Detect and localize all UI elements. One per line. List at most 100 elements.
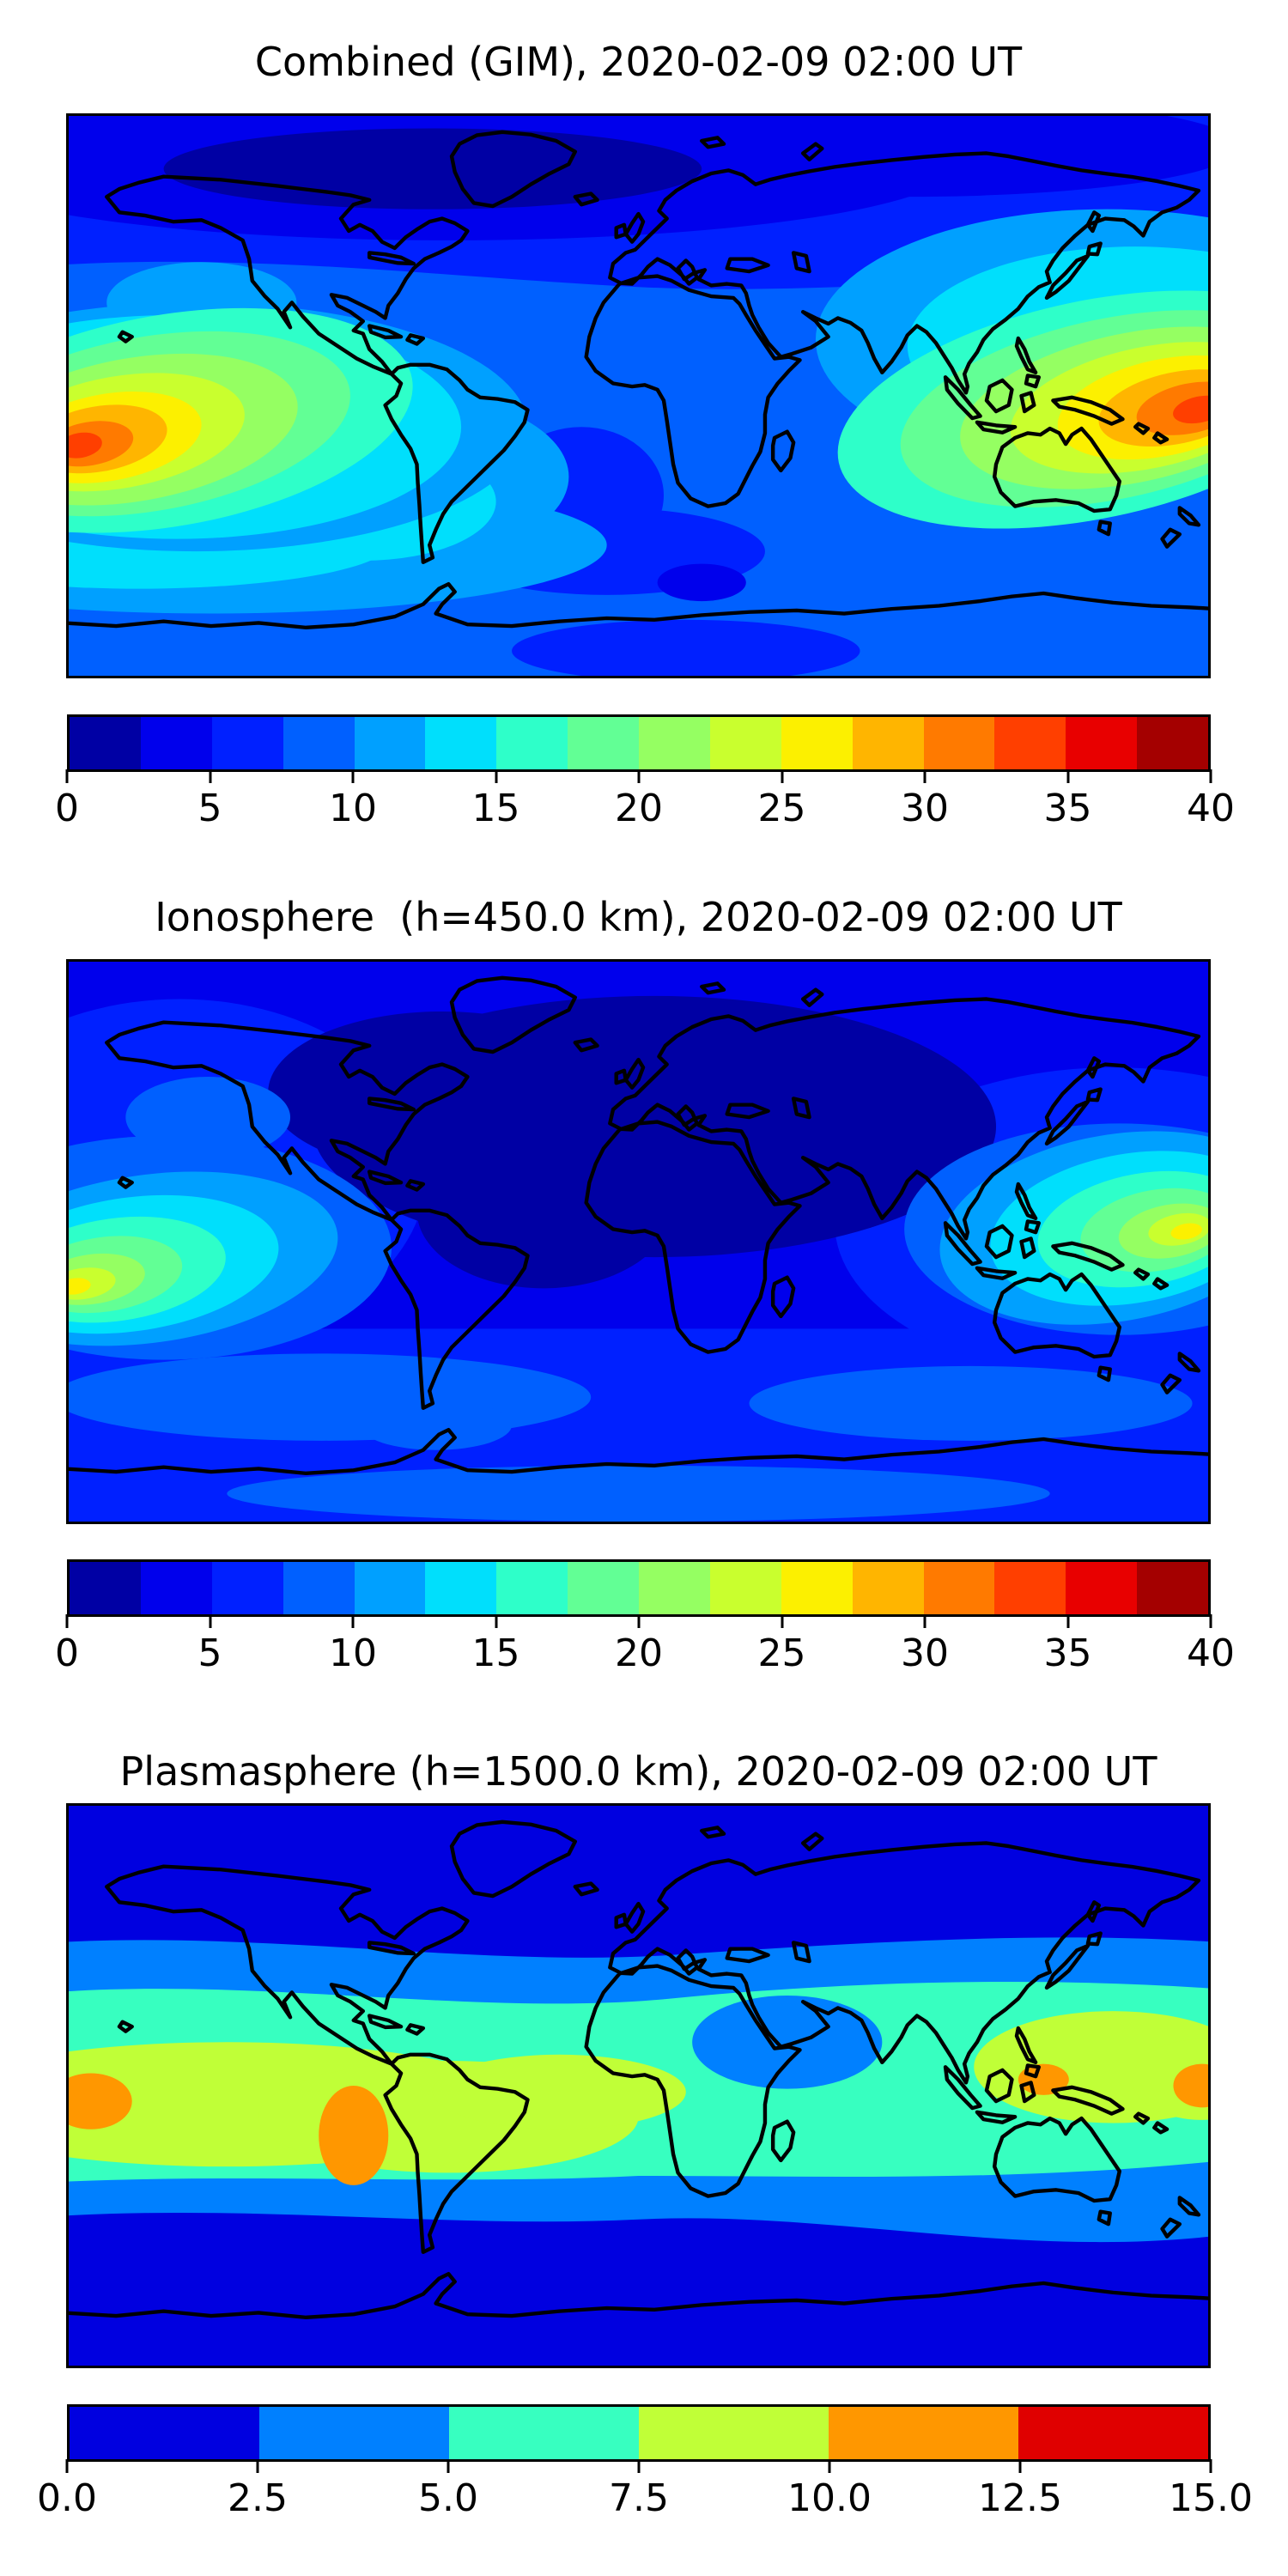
- colorbar-tick-label: 25: [757, 1631, 806, 1675]
- colorbar-tick: [447, 2459, 450, 2473]
- colorbar-tick-label: 30: [901, 787, 949, 830]
- colorbar-segment: [140, 1562, 212, 1614]
- colorbar-segment: [1137, 717, 1208, 769]
- colorbar-tick: [1209, 769, 1212, 783]
- colorbar-tick-label: 35: [1043, 787, 1092, 830]
- colorbar-tick: [209, 769, 211, 783]
- colorbar-tick-label: 40: [1187, 1631, 1235, 1675]
- colorbar-tick: [351, 1614, 355, 1628]
- colorbar-segment: [425, 1562, 497, 1614]
- contour-bands-combined: [69, 116, 1208, 676]
- colorbar-tick-label: 30: [901, 1631, 949, 1675]
- colorbar-plasmasphere: [67, 2404, 1211, 2462]
- arabia-dip: [692, 1995, 883, 2089]
- colorbar-segment: [709, 1562, 781, 1614]
- colorbar-tick: [1018, 2459, 1022, 2473]
- colorbar-segment: [781, 717, 853, 769]
- colorbar-segment: [923, 717, 995, 769]
- colorbar-tick-label: 5: [197, 1631, 222, 1675]
- colorbar-tick-label: 7.5: [609, 2476, 669, 2520]
- colorbar-segment: [568, 1562, 639, 1614]
- colorbar-ticks-combined: 0 5 10 15 20 25 30 35 40: [55, 769, 1235, 868]
- pacific-anomaly-hotspot: [69, 1171, 338, 1346]
- colorbar-segment: [994, 717, 1066, 769]
- colorbar-segment: [1137, 1562, 1208, 1614]
- panel-title-combined: Combined (GIM), 2020-02-09 02:00 UT: [254, 39, 1023, 85]
- colorbar-segment: [923, 1562, 995, 1614]
- colorbar-tick: [1209, 1614, 1212, 1628]
- colorbar-tick: [495, 1614, 497, 1628]
- colorbar-tick: [637, 2459, 641, 2473]
- colorbar-segment: [354, 717, 426, 769]
- colorbar-tick-label: 20: [615, 1631, 663, 1675]
- colorbar-segment: [639, 2407, 829, 2459]
- contour-bands-ionosphere: [69, 962, 1208, 1522]
- colorbar-segment: [449, 2407, 639, 2459]
- colorbar-segment: [639, 1562, 710, 1614]
- world-map-plasmasphere: [69, 1806, 1208, 2366]
- colorbar-tick-label: 10: [329, 787, 377, 830]
- colorbar-tick-label: 5.0: [418, 2476, 478, 2520]
- colorbar-tick-label: 15.0: [1169, 2476, 1253, 2520]
- colorbar-tick: [65, 2459, 69, 2473]
- colorbar-tick-label: 15: [471, 1631, 520, 1675]
- colorbar-segment: [568, 717, 639, 769]
- colorbar-segment: [639, 717, 710, 769]
- colorbar-segment: [70, 1562, 141, 1614]
- colorbar-tick: [828, 2459, 831, 2473]
- colorbar-tick-label: 15: [471, 787, 520, 830]
- colorbar-tick: [256, 2459, 259, 2473]
- west-pacific-anomaly-hotspot: [939, 1131, 1208, 1325]
- world-map-ionosphere: [69, 962, 1208, 1522]
- colorbar-segment: [852, 717, 924, 769]
- colorbar-tick-label: 40: [1187, 787, 1235, 830]
- colorbar-tick: [1066, 1614, 1069, 1628]
- colorbar-ticks-ionosphere: 0 5 10 15 20 25 30 35 40: [55, 1614, 1235, 1713]
- colorbar-tick: [923, 1614, 927, 1628]
- colorbar-segment: [1066, 717, 1138, 769]
- pacific-anomaly-hotspot: [69, 307, 413, 533]
- colorbar-tick: [781, 1614, 783, 1628]
- colorbar-segment: [283, 717, 355, 769]
- colorbar-ticks-plasmasphere: 0.0 2.5 5.0 7.5 10.0 12.5 15.0: [37, 2459, 1253, 2558]
- map-plasmasphere: [66, 1803, 1211, 2368]
- colorbar-tick: [1209, 2459, 1212, 2473]
- colorbar-tick: [495, 769, 497, 783]
- colorbar-tick-label: 12.5: [978, 2476, 1062, 2520]
- colorbar-segment: [496, 1562, 568, 1614]
- colorbar-tick-label: 2.5: [228, 2476, 288, 2520]
- colorbar-tick-label: 0.0: [37, 2476, 97, 2520]
- panel-title-ionosphere: Ionosphere (h=450.0 km), 2020-02-09 02:0…: [155, 894, 1122, 940]
- colorbar-segment: [829, 2407, 1018, 2459]
- colorbar-tick: [637, 1614, 641, 1628]
- map-ionosphere: [66, 959, 1211, 1524]
- colorbar-segment: [994, 1562, 1066, 1614]
- colorbar-segment: [1018, 2407, 1208, 2459]
- colorbar-segment: [211, 1562, 283, 1614]
- colorbar-tick-label: 10.0: [787, 2476, 872, 2520]
- colorbar-segment: [70, 2407, 259, 2459]
- colorbar-tick: [65, 1614, 69, 1628]
- colorbar-segment: [709, 717, 781, 769]
- colorbar-tick-label: 10: [329, 1631, 377, 1675]
- colorbar-tick: [209, 1614, 211, 1628]
- colorbar-ionosphere: [67, 1559, 1211, 1617]
- colorbar-tick: [65, 769, 69, 783]
- colorbar-segment: [425, 717, 497, 769]
- colorbar-segment: [283, 1562, 355, 1614]
- colorbar-combined: [67, 714, 1211, 772]
- panel-title-plasmasphere: Plasmasphere (h=1500.0 km), 2020-02-09 0…: [119, 1748, 1157, 1795]
- colorbar-tick-label: 35: [1043, 1631, 1092, 1675]
- map-combined-gim: [66, 113, 1211, 678]
- colorbar-segment: [1066, 1562, 1138, 1614]
- colorbar-tick: [351, 769, 355, 783]
- colorbar-segment: [781, 1562, 853, 1614]
- colorbar-tick: [1066, 769, 1069, 783]
- colorbar-tick-label: 0: [55, 787, 79, 830]
- colorbar-tick-label: 20: [615, 787, 663, 830]
- colorbar-tick: [781, 769, 783, 783]
- colorbar-tick: [923, 769, 927, 783]
- world-map-combined: [69, 116, 1208, 676]
- colorbar-tick-label: 0: [55, 1631, 79, 1675]
